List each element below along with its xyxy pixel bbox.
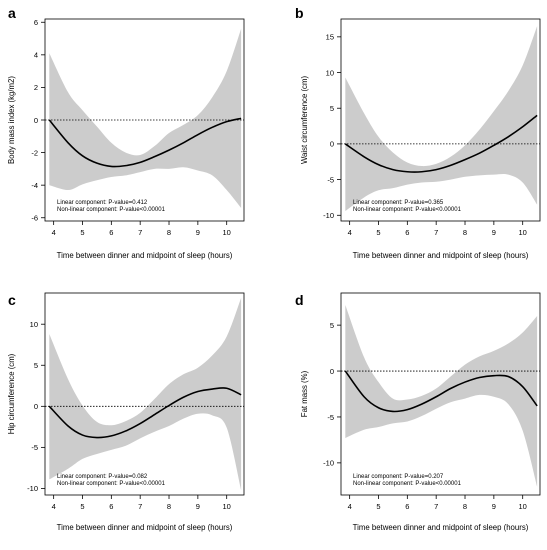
y-tick-label: 5 [34, 361, 38, 370]
p-value-annotation: Non-linear component: P-value<0.00001 [353, 207, 462, 213]
x-tick-label: 5 [80, 502, 84, 511]
p-value-annotation: Non-linear component: P-value<0.00001 [57, 207, 166, 213]
y-tick-label: 0 [330, 367, 334, 376]
x-tick-label: 10 [223, 502, 231, 511]
x-tick-label: 5 [80, 228, 84, 237]
x-tick-label: 10 [519, 228, 527, 237]
x-tick-label: 5 [376, 502, 380, 511]
plot-frame [44, 292, 245, 496]
y-tick-label: -10 [27, 484, 38, 493]
p-value-annotation: Non-linear component: P-value<0.00001 [353, 481, 462, 487]
plot-frame [340, 292, 541, 496]
x-tick-label: 7 [434, 502, 438, 511]
x-tick-label: 9 [196, 228, 200, 237]
confidence-band [345, 26, 538, 212]
x-axis-title: Time between dinner and midpoint of slee… [353, 251, 529, 260]
y-tick-label: 4 [34, 51, 38, 60]
y-tick-label: 6 [34, 18, 38, 27]
x-axis-title: Time between dinner and midpoint of slee… [57, 251, 233, 260]
y-tick-label: 5 [330, 321, 334, 330]
x-tick-label: 4 [52, 228, 56, 237]
plot-frame [340, 18, 541, 222]
y-tick-label: 10 [30, 320, 38, 329]
x-tick-label: 7 [434, 228, 438, 237]
confidence-band [49, 297, 242, 491]
y-axis-title: Body mass index (kg/m2) [7, 76, 16, 164]
x-tick-label: 9 [492, 228, 496, 237]
p-value-annotation: Linear component: P-value=0.207 [353, 474, 444, 480]
y-tick-label: -5 [327, 175, 334, 184]
x-tick-label: 9 [492, 502, 496, 511]
p-value-annotation: Non-linear component: P-value<0.00001 [57, 481, 166, 487]
y-tick-label: -4 [31, 181, 38, 190]
p-value-annotation: Linear component: P-value=0.412 [57, 200, 148, 206]
x-tick-label: 4 [52, 502, 56, 511]
y-tick-label: 15 [326, 33, 334, 42]
chart-panel-c: 4 5 6 7 8 9 10 -10 -5 0 5 10 c Time between dinner an… [7, 292, 245, 532]
x-tick-label: 7 [138, 502, 142, 511]
estimate-line [344, 370, 538, 413]
x-axis-title: Time between dinner and midpoint of slee… [353, 523, 529, 532]
confidence-band [49, 28, 242, 208]
x-tick-label: 4 [348, 228, 352, 237]
x-tick-label: 9 [196, 502, 200, 511]
p-value-annotation: Linear component: P-value=0.365 [353, 200, 444, 206]
y-tick-label: 0 [34, 116, 38, 125]
panel-label: b [295, 5, 304, 21]
estimate-line [48, 117, 242, 168]
estimate-line [344, 114, 538, 173]
y-tick-label: 0 [330, 140, 334, 149]
x-tick-label: 8 [463, 228, 467, 237]
y-tick-label: -2 [31, 148, 38, 157]
y-tick-label: 0 [34, 402, 38, 411]
y-axis-title: Fat mass (%) [300, 370, 309, 417]
p-value-annotation: Linear component: P-value=0.082 [57, 474, 148, 480]
x-tick-label: 10 [519, 502, 527, 511]
x-tick-label: 8 [167, 228, 171, 237]
panel-label: c [8, 292, 16, 308]
x-tick-label: 4 [348, 502, 352, 511]
x-tick-label: 8 [167, 502, 171, 511]
x-tick-label: 7 [138, 228, 142, 237]
x-tick-label: 6 [405, 502, 409, 511]
panel-label: d [295, 292, 304, 308]
x-axis-title: Time between dinner and midpoint of slee… [57, 523, 233, 532]
x-tick-label: 8 [463, 502, 467, 511]
y-tick-label: -10 [323, 459, 334, 468]
y-tick-label: 10 [326, 68, 334, 77]
y-axis-title: Waist circumference (cm) [300, 76, 309, 164]
panel-label: a [8, 5, 16, 21]
chart-panel-b: 4 5 6 7 8 9 10 -10 -5 0 5 10 15 b Time between dinner … [295, 5, 541, 260]
x-tick-label: 10 [223, 228, 231, 237]
y-tick-label: -6 [31, 214, 38, 223]
chart-panel-d: 4 5 6 7 8 9 10 -10 -5 0 5 d Time between dinner and … [295, 292, 541, 532]
x-tick-label: 5 [376, 228, 380, 237]
chart-panel-a: 4 5 6 7 8 9 10 -6 -4 -2 0 2 4 6 a Time between dinner a… [7, 5, 245, 260]
y-tick-label: -10 [323, 211, 334, 220]
y-axis-title: Hip circumference (cm) [7, 353, 16, 434]
y-tick-label: 5 [330, 104, 334, 113]
x-tick-label: 6 [405, 228, 409, 237]
y-tick-label: 2 [34, 83, 38, 92]
y-tick-label: -5 [31, 443, 38, 452]
y-tick-label: -5 [327, 413, 334, 422]
confidence-band [345, 304, 538, 487]
x-tick-label: 6 [109, 502, 113, 511]
x-tick-label: 6 [109, 228, 113, 237]
estimate-line [48, 387, 242, 439]
